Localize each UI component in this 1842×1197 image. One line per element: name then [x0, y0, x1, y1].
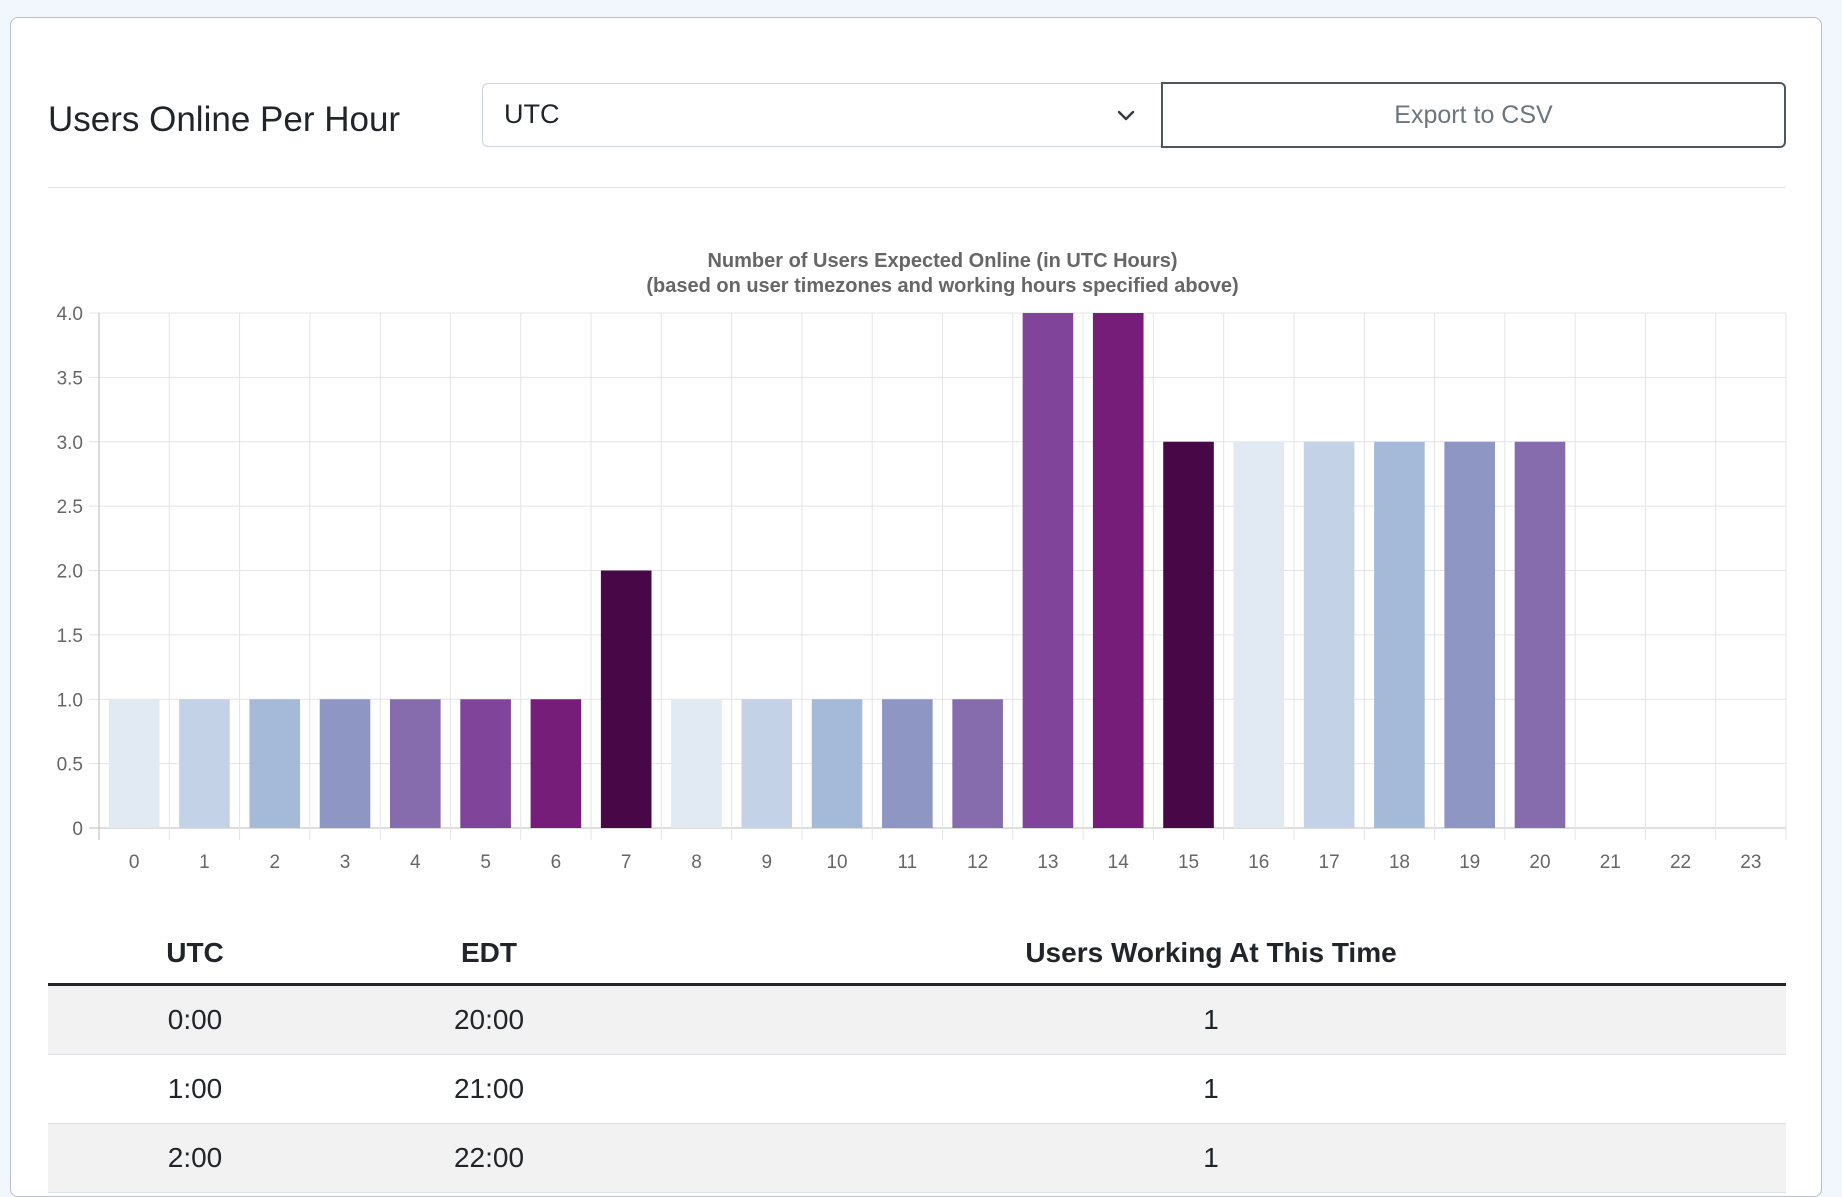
x-tick-label: 16 — [1248, 852, 1269, 873]
x-tick-label: 5 — [480, 852, 491, 873]
y-tick-label: 3.5 — [57, 368, 83, 389]
bar-hour-16 — [1233, 441, 1285, 828]
x-tick-label: 7 — [621, 852, 632, 873]
table-row: 1:00 21:00 1 — [48, 1054, 1786, 1124]
y-tick-label: 2.0 — [57, 562, 83, 583]
y-tick-label: 3.0 — [57, 433, 83, 454]
users-online-card: Users Online Per Hour UTC Export to CSV … — [10, 17, 1822, 1197]
table-row: 2:00 22:00 1 — [48, 1123, 1786, 1193]
table-header-row: UTC EDT Users Working At This Time — [48, 923, 1786, 986]
x-tick-label: 8 — [691, 852, 702, 873]
timezone-select[interactable]: UTC — [482, 83, 1162, 147]
table-cell-users: 1 — [636, 1054, 1786, 1124]
y-tick-label: 4.0 — [57, 304, 83, 325]
bar-hour-13 — [1022, 313, 1074, 828]
chevron-down-icon — [1117, 110, 1135, 121]
table-cell-edt: 21:00 — [342, 1054, 636, 1124]
x-tick-label: 2 — [269, 852, 280, 873]
table-row: 0:00 20:00 1 — [48, 984, 1786, 1055]
x-tick-label: 0 — [129, 852, 140, 873]
x-tick-label: 10 — [826, 852, 847, 873]
bar-hour-18 — [1374, 441, 1425, 828]
bar-hour-8 — [671, 699, 722, 828]
table-cell-edt: 20:00 — [342, 984, 636, 1055]
bar-hour-5 — [460, 699, 511, 828]
x-tick-label: 23 — [1740, 852, 1761, 873]
page-title: Users Online Per Hour — [48, 100, 401, 139]
x-tick-label: 19 — [1459, 852, 1480, 873]
users-per-hour-chart: Number of Users Expected Online (in UTC … — [57, 250, 1787, 873]
column-header-utc: UTC — [48, 923, 342, 986]
x-tick-label: 15 — [1178, 852, 1199, 873]
x-tick-label: 22 — [1670, 852, 1691, 873]
x-tick-label: 17 — [1319, 852, 1340, 873]
x-tick-label: 6 — [551, 852, 562, 873]
bar-hour-12 — [952, 699, 1003, 828]
users-per-hour-table: UTC EDT Users Working At This Time 0:00 … — [48, 923, 1786, 1193]
y-tick-label: 1.0 — [57, 690, 83, 711]
bar-hour-10 — [811, 699, 863, 828]
bar-hour-1 — [179, 699, 230, 828]
bar-hour-9 — [741, 699, 793, 828]
x-tick-label: 1 — [199, 852, 210, 873]
y-tick-label: 1.5 — [57, 626, 83, 647]
header-divider — [48, 187, 1786, 188]
x-tick-label: 9 — [761, 852, 772, 873]
table-cell-users: 1 — [636, 1123, 1786, 1193]
x-tick-label: 3 — [340, 852, 351, 873]
bar-hour-4 — [390, 699, 441, 828]
y-tick-label: 0.5 — [57, 755, 83, 776]
x-tick-label: 21 — [1600, 852, 1621, 873]
column-header-users: Users Working At This Time — [636, 923, 1786, 986]
table-cell-utc: 1:00 — [48, 1054, 342, 1124]
x-tick-label: 4 — [410, 852, 421, 873]
timezone-select-value: UTC — [504, 99, 560, 129]
bar-hour-20 — [1514, 441, 1566, 828]
x-tick-label: 20 — [1529, 852, 1550, 873]
x-tick-label: 14 — [1108, 852, 1130, 873]
chart-title: Number of Users Expected Online (in UTC … — [707, 250, 1177, 272]
table-cell-edt: 22:00 — [342, 1123, 636, 1193]
bar-hour-3 — [319, 699, 371, 828]
bar-hour-14 — [1092, 313, 1144, 828]
y-tick-label: 0 — [72, 819, 83, 840]
x-tick-label: 12 — [967, 852, 988, 873]
chart-subtitle: (based on user timezones and working hou… — [646, 275, 1238, 297]
bar-hour-2 — [249, 699, 301, 828]
x-tick-label: 18 — [1389, 852, 1410, 873]
table-cell-utc: 2:00 — [48, 1123, 342, 1193]
x-tick-label: 11 — [897, 852, 917, 873]
card-header: Users Online Per Hour UTC Export to CSV — [11, 18, 1821, 188]
bar-hour-17 — [1303, 441, 1355, 828]
bar-hour-0 — [108, 699, 160, 828]
export-to-csv-button[interactable]: Export to CSV — [1161, 82, 1786, 148]
bar-hour-11 — [882, 699, 933, 828]
chart-area: Number of Users Expected Online (in UTC … — [11, 18, 1821, 918]
bar-hour-15 — [1163, 441, 1214, 828]
y-tick-label: 2.5 — [57, 497, 83, 518]
bar-hour-6 — [530, 699, 582, 828]
table-cell-users: 1 — [636, 984, 1786, 1055]
table-cell-utc: 0:00 — [48, 984, 342, 1055]
bar-hour-19 — [1444, 441, 1495, 828]
column-header-edt: EDT — [342, 923, 636, 986]
bar-hour-7 — [600, 570, 652, 828]
x-tick-label: 13 — [1037, 852, 1058, 873]
